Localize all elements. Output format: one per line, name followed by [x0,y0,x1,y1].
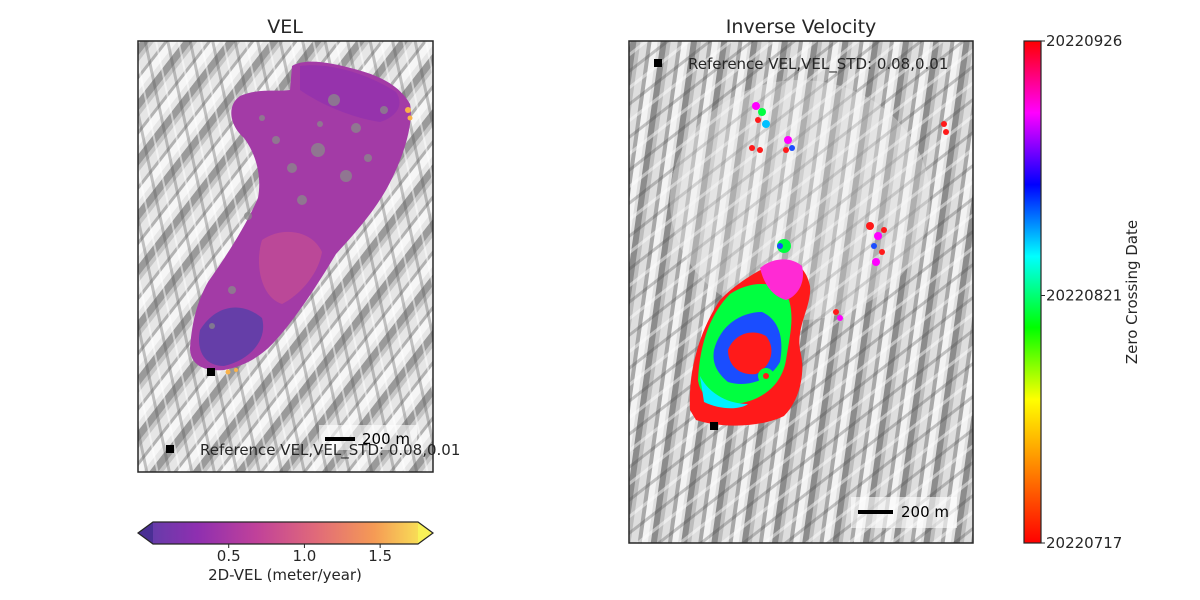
inverse-velocity-legend-marker [654,59,662,67]
inverse-velocity-plot-area: 200 m Reference VEL,VEL_STD: 0.08,0.01 [629,41,973,543]
inverse-velocity-scalebar-label: 200 m [901,503,949,521]
vel-plot-area: 200 m [138,41,433,472]
vel-panel: VEL [138,16,460,584]
vel-legend-label: Reference VEL,VEL_STD: 0.08,0.01 [200,441,460,460]
vel-colorbar-tick-label: 1.0 [292,547,316,565]
vel-legend-marker [166,445,174,453]
vel-title: VEL [267,16,303,38]
zero-crossing-colorbar-tick-label: 20220717 [1046,534,1122,552]
zero-crossing-colorbar-label: Zero Crossing Date [1123,220,1141,364]
zero-crossing-colorbar-tick-label: 20220821 [1046,287,1122,305]
vel-colorbar: 0.5 1.0 1.5 2D-VEL (meter/year) [138,522,433,584]
inverse-velocity-title: Inverse Velocity [726,16,877,38]
vel-reference-point-marker [207,368,215,376]
vel-colorbar-extend-high [418,522,433,544]
vel-colorbar-extend-low [138,522,153,544]
zero-crossing-colorbar-tick-label: 20220926 [1046,32,1122,50]
vel-colorbar-tick-label: 0.5 [217,547,241,565]
inverse-velocity-panel: Inverse Velocity [629,16,1141,552]
inverse-velocity-legend-label: Reference VEL,VEL_STD: 0.08,0.01 [688,55,948,74]
inverse-velocity-reference-point-marker [710,422,718,430]
vel-colorbar-label: 2D-VEL (meter/year) [208,566,362,584]
zero-crossing-colorbar: 20220926 20220821 20220717 Zero Crossing D… [1024,32,1141,552]
vel-colorbar-tick-label: 1.5 [368,547,392,565]
